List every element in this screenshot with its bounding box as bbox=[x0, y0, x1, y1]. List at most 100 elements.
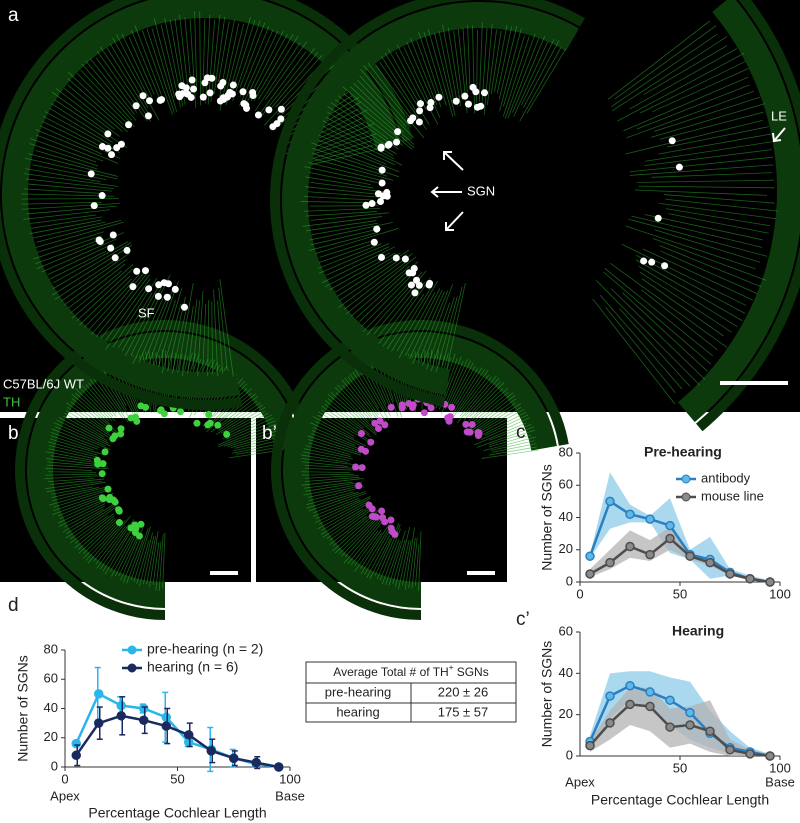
fiber bbox=[133, 526, 151, 582]
fiber bbox=[301, 473, 354, 476]
point bbox=[274, 762, 284, 772]
fiber bbox=[149, 530, 159, 588]
table: Average Total # of TH+ SGNs pre-hearing … bbox=[305, 661, 517, 723]
fiber bbox=[411, 537, 418, 589]
fiber bbox=[313, 492, 366, 514]
fiber bbox=[52, 486, 110, 502]
neuron bbox=[132, 102, 140, 110]
fiber bbox=[318, 243, 390, 274]
fiber bbox=[475, 411, 526, 439]
fiber bbox=[665, 208, 771, 227]
fiber bbox=[418, 290, 449, 363]
neuron bbox=[104, 144, 112, 152]
fiber bbox=[310, 228, 381, 246]
point bbox=[625, 699, 635, 710]
fiber bbox=[87, 520, 126, 564]
fiber bbox=[318, 243, 382, 269]
point bbox=[625, 680, 635, 691]
tissue-ring bbox=[283, 332, 557, 608]
y-tick-label: 20 bbox=[559, 706, 573, 721]
legend-marker bbox=[127, 663, 137, 673]
x-tick-label: 50 bbox=[673, 586, 687, 601]
point bbox=[725, 569, 735, 579]
fiber bbox=[362, 281, 411, 333]
neuron bbox=[461, 92, 469, 100]
fiber bbox=[112, 37, 160, 121]
fiber bbox=[318, 134, 387, 165]
neuron bbox=[435, 93, 443, 101]
fiber bbox=[300, 454, 348, 463]
neuron bbox=[277, 105, 285, 113]
neuron bbox=[661, 262, 669, 270]
fiber bbox=[651, 172, 772, 178]
fiber bbox=[153, 300, 176, 366]
fiber bbox=[396, 44, 439, 125]
image-annotation: SGN bbox=[467, 183, 495, 198]
fiber bbox=[611, 33, 718, 107]
point bbox=[705, 557, 715, 568]
fiber bbox=[234, 437, 278, 449]
point bbox=[229, 753, 239, 763]
fiber bbox=[189, 18, 197, 109]
fiber bbox=[367, 62, 410, 118]
fiber bbox=[62, 508, 104, 533]
y-tick-label: 60 bbox=[559, 477, 573, 492]
fiber bbox=[444, 358, 468, 410]
fiber bbox=[52, 244, 133, 296]
x-end-label: Base bbox=[275, 788, 305, 803]
fiber bbox=[53, 488, 112, 508]
fiber bbox=[40, 125, 103, 155]
fiber bbox=[263, 62, 323, 126]
fiber bbox=[219, 279, 234, 377]
fiber bbox=[192, 300, 201, 370]
fiber bbox=[63, 415, 108, 442]
fiber bbox=[85, 60, 137, 121]
fiber bbox=[610, 288, 706, 380]
fiber bbox=[361, 269, 418, 327]
fiber bbox=[36, 232, 124, 270]
fiber bbox=[151, 28, 178, 112]
neuron bbox=[415, 118, 423, 126]
fiber bbox=[162, 532, 166, 589]
fiber bbox=[74, 515, 115, 549]
point bbox=[625, 509, 635, 520]
fiber bbox=[357, 79, 415, 139]
stain-label: TH bbox=[3, 394, 20, 409]
neuron bbox=[452, 97, 460, 105]
fiber bbox=[641, 289, 718, 351]
fiber bbox=[642, 248, 753, 301]
fiber bbox=[463, 381, 501, 421]
neuron bbox=[654, 214, 662, 222]
fiber bbox=[308, 231, 379, 251]
fiber bbox=[66, 402, 110, 434]
y-axis-label: Number of SGNs bbox=[539, 464, 555, 571]
fiber bbox=[456, 375, 497, 424]
fiber bbox=[138, 300, 167, 363]
fiber bbox=[69, 506, 118, 540]
fiber bbox=[81, 385, 116, 422]
point bbox=[665, 533, 675, 544]
point bbox=[585, 740, 595, 751]
fiber bbox=[181, 306, 194, 377]
fiber bbox=[312, 497, 360, 517]
fiber bbox=[303, 196, 374, 201]
neuron bbox=[99, 495, 107, 503]
neuron bbox=[365, 501, 373, 509]
fiber bbox=[67, 78, 129, 133]
fiber bbox=[418, 31, 441, 99]
legend-label: mouse line bbox=[701, 488, 764, 503]
neuron bbox=[135, 532, 143, 540]
neuron bbox=[160, 279, 168, 287]
fiber bbox=[76, 268, 133, 322]
fiber bbox=[334, 518, 373, 554]
neuron bbox=[405, 399, 413, 407]
fiber bbox=[626, 90, 755, 139]
x-axis-label: Percentage Cochlear Length bbox=[88, 805, 266, 821]
point bbox=[605, 557, 615, 568]
fiber bbox=[258, 35, 299, 100]
fiber bbox=[58, 417, 109, 444]
fiber bbox=[78, 518, 117, 554]
fiber bbox=[341, 384, 377, 424]
fiber bbox=[480, 406, 522, 432]
fiber bbox=[21, 201, 102, 205]
